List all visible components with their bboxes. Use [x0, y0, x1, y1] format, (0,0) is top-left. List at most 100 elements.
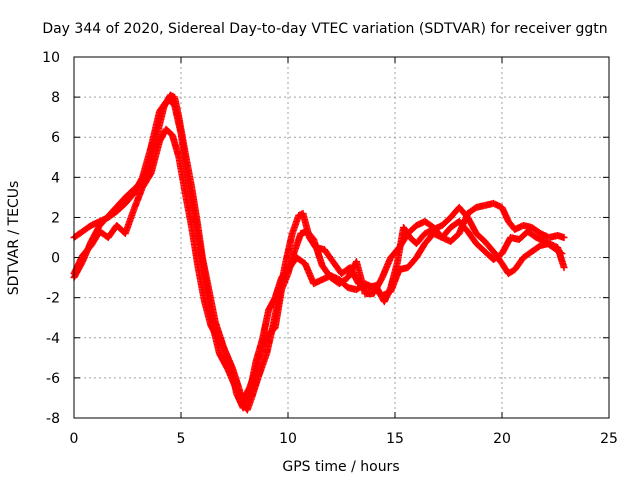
y-tick-label: 4	[51, 170, 60, 186]
series-marker-run	[131, 175, 146, 196]
y-tick-label: -4	[46, 331, 60, 347]
series-marker-run	[289, 213, 302, 236]
series-marker-run	[473, 241, 488, 255]
series-marker-run	[130, 185, 146, 212]
series-marker-run	[278, 271, 291, 292]
series-marker-run	[456, 219, 471, 234]
series-marker-run	[122, 207, 137, 236]
series-marker-run	[439, 214, 454, 228]
series-marker-run	[197, 245, 210, 290]
series-marker-run	[163, 126, 175, 138]
x-tick-label: 5	[177, 431, 186, 447]
series-marker-run	[387, 267, 403, 294]
series-marker-run	[188, 225, 202, 270]
series-marker-run	[294, 254, 308, 267]
series-marker-run	[388, 245, 402, 260]
plot-frame	[73, 56, 610, 419]
series-marker-run	[80, 243, 94, 258]
series-marker-run	[194, 265, 208, 304]
series-marker-run	[184, 175, 198, 216]
series-marker-run	[551, 244, 565, 257]
series-marker-run	[448, 230, 462, 245]
chart-title: Day 344 of 2020, Sidereal Day-to-day VTE…	[42, 21, 607, 37]
series-marker-run	[214, 335, 227, 351]
series-marker-run	[169, 133, 182, 160]
series-marker-run	[88, 229, 103, 248]
series-marker-run	[216, 351, 231, 373]
y-tick-label: 6	[51, 130, 60, 146]
series-marker-run	[310, 237, 326, 268]
series-marker-run	[147, 139, 163, 176]
series-marker-run	[405, 255, 419, 270]
series-marker-run	[122, 190, 137, 206]
x-tick-label: 20	[493, 431, 511, 447]
series-marker-run	[525, 228, 539, 241]
series-marker-run	[529, 242, 543, 255]
series-marker-run	[512, 255, 527, 272]
series-marker-run	[265, 295, 278, 312]
series-marker-run	[227, 361, 240, 396]
series-marker-run	[304, 229, 317, 242]
series-marker-run	[246, 359, 260, 396]
y-tick-label: 2	[51, 210, 60, 226]
series-marker-run	[473, 230, 488, 245]
series-marker-run	[542, 238, 556, 251]
x-tick-label: 0	[70, 431, 79, 447]
series-marker-run	[439, 225, 454, 240]
series-marker-run	[71, 253, 86, 276]
series-marker-run	[291, 231, 304, 254]
series-marker-run	[71, 228, 85, 241]
series-marker-run	[248, 375, 262, 401]
data-layer	[70, 91, 568, 414]
y-axis-label: SDTVAR / TECUs	[6, 181, 22, 296]
series-marker-run	[220, 345, 234, 366]
series-marker-run	[465, 204, 479, 217]
series-marker-run	[482, 239, 496, 254]
series-marker-run	[302, 261, 317, 286]
series-marker-run	[139, 145, 155, 180]
series-marker-run	[529, 224, 543, 237]
series-marker-run	[336, 277, 351, 291]
tick-layer: 0 5 10 15 20 25 -8 -6 -4 -2 0 2 4 6 8 10	[42, 50, 618, 447]
series-marker-run	[259, 307, 272, 342]
series-marker-run	[114, 200, 128, 214]
series-marker-run	[396, 231, 411, 250]
series-marker-run	[272, 275, 285, 300]
series-marker-run	[147, 109, 163, 150]
series-marker-run	[80, 222, 94, 235]
y-tick-label: 0	[51, 251, 60, 267]
x-tick-label: 15	[386, 431, 404, 447]
series-marker-run	[190, 211, 204, 250]
series-marker-run	[278, 267, 291, 280]
series-marker-run	[175, 155, 189, 196]
series-marker-run	[201, 299, 215, 328]
series-marker-run	[252, 337, 266, 364]
series-marker-run	[506, 266, 518, 277]
series-marker-run	[168, 92, 177, 100]
series-marker-run	[105, 208, 120, 221]
series-marker-run	[139, 171, 154, 190]
series-marker-run	[521, 248, 535, 261]
series-trace-c	[70, 125, 566, 412]
series-marker-run	[110, 195, 128, 214]
series-marker-run	[177, 131, 191, 180]
y-tick-label: 10	[42, 50, 60, 66]
series-marker-run	[405, 222, 419, 236]
series-marker-run	[379, 255, 394, 280]
series-marker-run	[413, 241, 428, 260]
series-marker-run	[499, 235, 514, 256]
series-marker-run	[208, 323, 221, 340]
series-marker-run	[271, 287, 285, 330]
x-tick-label: 10	[279, 431, 297, 447]
series-marker-run	[465, 229, 479, 246]
y-tick-label: -8	[46, 411, 60, 427]
data-point	[558, 250, 566, 258]
data-point	[560, 264, 568, 272]
series-marker-run	[266, 325, 278, 337]
y-tick-label: 8	[51, 90, 60, 106]
y-tick-label: -6	[46, 371, 60, 387]
x-tick-label: 25	[600, 431, 618, 447]
series-marker-run	[182, 191, 195, 230]
y-tick-label: -2	[46, 291, 60, 307]
